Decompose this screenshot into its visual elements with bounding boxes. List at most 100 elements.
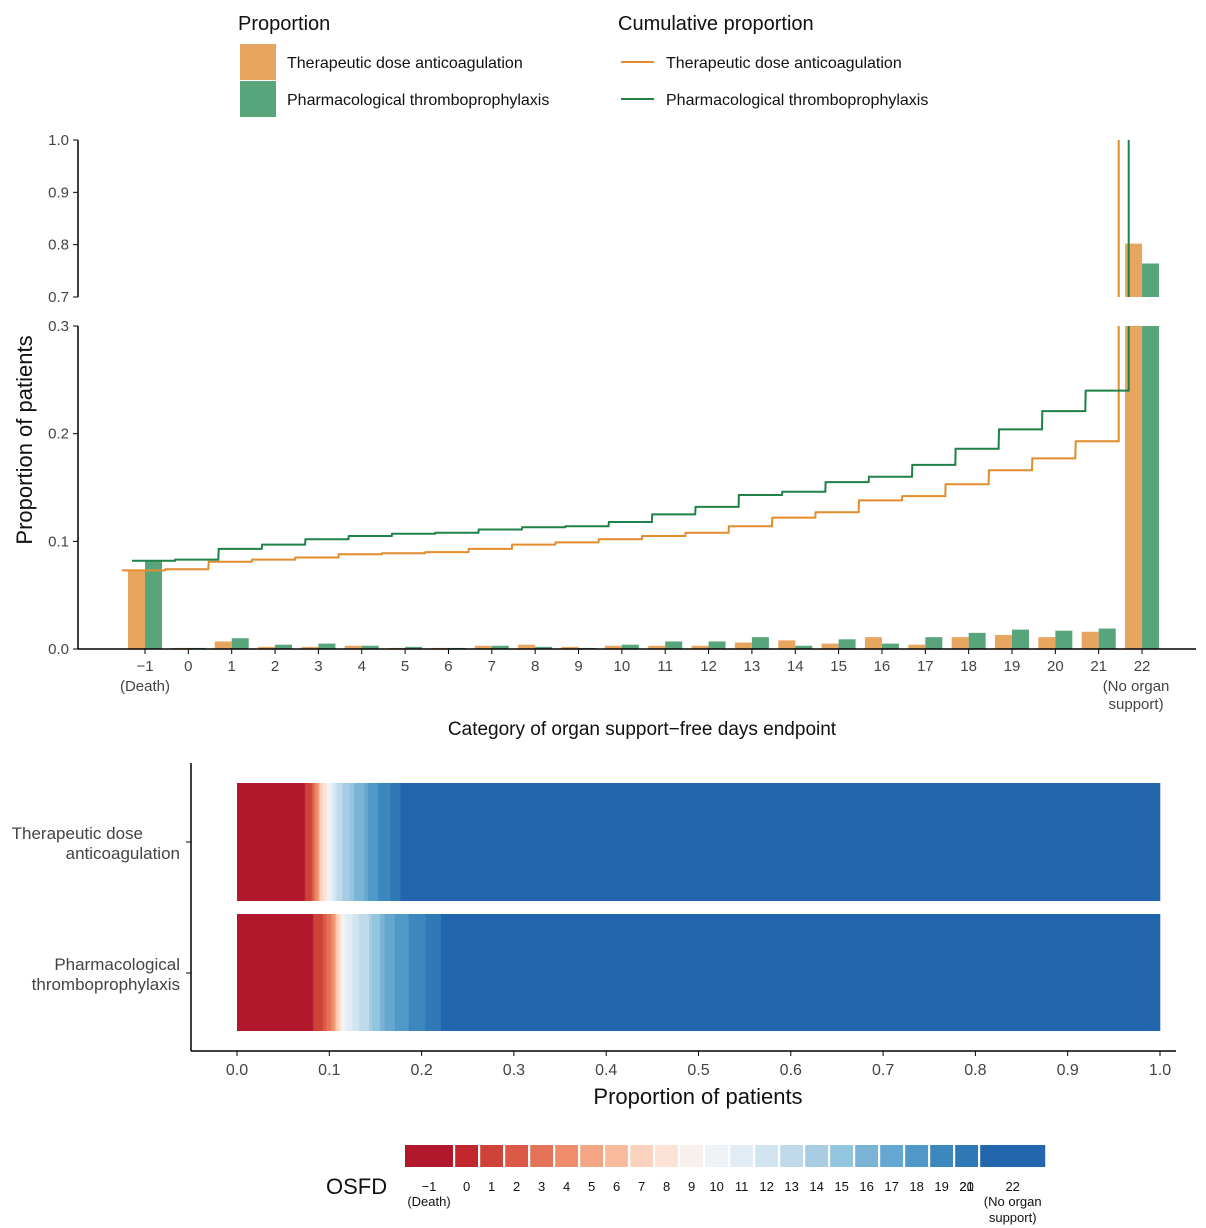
osfd-label-19: 18: [909, 1179, 923, 1194]
bar-ptp-upper-23: [1142, 263, 1160, 297]
x-tick-label-9: 8: [531, 658, 539, 675]
osfd-label-14: 13: [784, 1179, 798, 1194]
osfd-swatch-6: [580, 1145, 603, 1167]
osfd-swatch-1: [455, 1145, 478, 1167]
bar-tda-12: [648, 645, 666, 649]
x-tick-label-23: 22: [1134, 658, 1151, 675]
stack-seg-ptp-20: [408, 914, 426, 1031]
x-tick-label-4: 3: [314, 658, 322, 675]
row-label-ptp-line2: thromboprophylaxis: [32, 975, 180, 994]
histogram-chart: 0.70.80.91.0 0.00.10.20.3 −1 0 1 2 3 4 5 6 7 8 9 10…: [12, 132, 1196, 740]
legend-title-cumulative: Cumulative proportion: [618, 13, 814, 35]
x-tick-label-11: 10: [614, 658, 631, 675]
stack-seg-ptp-6: [333, 914, 337, 1031]
cumulative-line-ptp: [132, 326, 1130, 562]
x-tick-label-5: 4: [358, 658, 366, 675]
x-tick-label-8: 7: [488, 658, 496, 675]
stack-seg-ptp-5: [331, 914, 335, 1031]
osfd-label-22: 21: [959, 1179, 973, 1194]
bottom-x-tick-label-7: 0.7: [872, 1062, 894, 1079]
stack-seg-ptp-21: [425, 914, 442, 1031]
bar-ptp-8: [491, 645, 509, 649]
y-tick-label-upper-1: 0.8: [48, 237, 69, 254]
y-tick-label-lower-3: 0.3: [48, 318, 69, 335]
bottom-x-tick-label-9: 0.9: [1057, 1062, 1079, 1079]
bar-ptp-20: [1012, 629, 1029, 649]
y-tick-label-lower-1: 0.1: [48, 533, 69, 550]
bottom-x-tick-label-4: 0.4: [595, 1062, 617, 1079]
bar-tda-10: [561, 646, 579, 649]
bar-tda-17: [864, 637, 882, 649]
bar-ptp-4: [318, 643, 336, 649]
row-label-tda-line2: anticoagulation: [66, 844, 180, 863]
bar-ptp-13: [708, 641, 726, 649]
osfd-legend: OSFD −1 0 1 2 3 4 5 6 7 8 9 10 11 12 13 14 15 16 17 18 19 202…: [326, 1145, 1046, 1225]
stack-seg-tda-21: [390, 783, 401, 901]
bar-tda-2: [214, 641, 232, 649]
osfd-label-6: 5: [588, 1179, 595, 1194]
legend-swatch-tda: [240, 44, 276, 80]
stack-seg-tda-10: [326, 783, 329, 901]
x-tick-label-18: 17: [917, 658, 934, 675]
stack-seg-tda-17: [354, 783, 365, 901]
stack-seg-tda-8: [320, 783, 324, 901]
osfd-label-21: 20: [959, 1179, 973, 1194]
bar-ptp-14: [751, 637, 769, 649]
legend-label-ptp-line: Pharmacological thromboprophylaxis: [666, 92, 928, 109]
row-label-tda-line1: Therapeutic dose: [12, 824, 143, 843]
stack-seg-ptp-18: [384, 914, 396, 1031]
osfd-swatch-13: [755, 1145, 778, 1167]
bar-ptp-22: [1098, 628, 1116, 649]
y-axis-title: Proportion of patients: [12, 335, 37, 544]
y-tick-label-lower-2: 0.2: [48, 426, 69, 443]
osfd-label-10: 9: [688, 1179, 695, 1194]
y-tick-label-upper-3: 1.0: [48, 132, 69, 149]
stack-seg-tda-4: [313, 783, 316, 901]
bottom-x-tick-label-8: 0.8: [964, 1062, 986, 1079]
bottom-x-tick-label-0: 0.0: [226, 1062, 248, 1079]
osfd-swatch-19: [905, 1145, 928, 1167]
osfd-sub-no-organ-2: support): [989, 1210, 1037, 1225]
osfd-swatch-11: [705, 1145, 728, 1167]
stack-seg-ptp-12: [345, 914, 353, 1031]
x-tick-label-20: 19: [1004, 658, 1021, 675]
stack-seg-tda-1: [304, 783, 306, 901]
bar-ptp-17: [881, 643, 899, 649]
bar-ptp-11: [621, 644, 639, 649]
osfd-label-5: 4: [563, 1179, 570, 1194]
stack-seg-ptp-15: [368, 914, 373, 1031]
bar-ptp-15: [795, 645, 813, 649]
osfd-label-8: 7: [638, 1179, 645, 1194]
osfd-label-23: 22: [1005, 1179, 1019, 1194]
stacked-bars: [237, 783, 1161, 1031]
bottom-x-tick-label-2: 0.2: [410, 1062, 432, 1079]
osfd-label-2: 1: [488, 1179, 495, 1194]
x-tick-label-1: 0: [184, 658, 192, 675]
osfd-label-15: 14: [809, 1179, 823, 1194]
osfd-swatch-16: [830, 1145, 853, 1167]
bar-ptp-0: [145, 560, 162, 649]
x-sublabel-no-organ-2: support): [1109, 696, 1164, 713]
stack-seg-tda-11: [328, 783, 332, 901]
osfd-swatch-2: [480, 1145, 503, 1167]
stack-seg-tda-23: [415, 783, 1161, 901]
stack-seg-ptp-3: [322, 914, 327, 1031]
stack-seg-tda-7: [319, 783, 321, 901]
y-tick-label-upper-0: 0.7: [48, 289, 69, 306]
bar-tda-upper-23: [1125, 243, 1143, 297]
osfd-swatch-4: [530, 1145, 553, 1167]
x-axis-title: Category of organ support−free days endp…: [448, 719, 837, 740]
stack-seg-ptp-4: [326, 914, 332, 1031]
stack-seg-ptp-2: [313, 914, 324, 1031]
row-label-ptp-line1: Pharmacological: [54, 955, 180, 974]
x-tick-label-15: 14: [787, 658, 804, 675]
x-tick-label-6: 5: [401, 658, 409, 675]
stack-seg-ptp-22: [440, 914, 459, 1031]
osfd-label-17: 16: [859, 1179, 873, 1194]
stack-seg-tda-0: [237, 783, 305, 901]
x-sublabel-no-organ-1: (No organ: [1103, 678, 1170, 695]
bar-tda-21: [1038, 637, 1056, 649]
legend: Proportion Therapeutic dose anticoagulat…: [238, 13, 928, 117]
osfd-label-0: −1: [422, 1179, 437, 1194]
bar-tda-15: [778, 640, 796, 649]
